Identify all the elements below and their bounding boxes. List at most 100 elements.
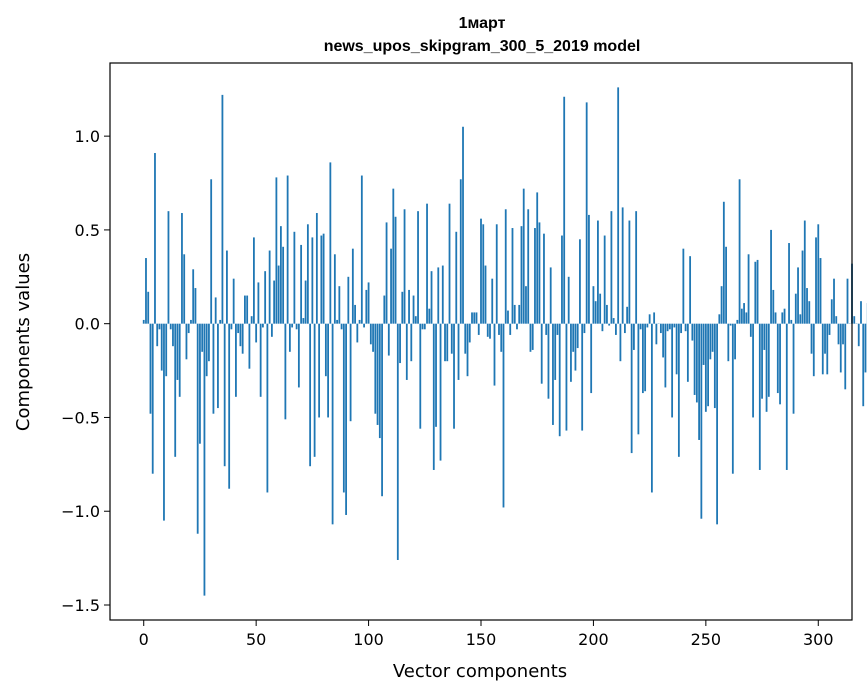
bar [500, 323, 503, 352]
bar [268, 250, 271, 324]
bar [399, 323, 401, 364]
bar [219, 319, 222, 324]
bar [459, 179, 462, 324]
bar [507, 310, 509, 324]
bar [383, 295, 386, 324]
bar [860, 301, 862, 324]
bar [574, 323, 577, 371]
bar [666, 323, 669, 332]
bar [518, 304, 521, 324]
bar [165, 323, 168, 377]
bar [293, 231, 296, 324]
bar [491, 278, 494, 324]
bar [172, 323, 174, 347]
x-axis-label: Vector components [393, 661, 567, 682]
bar [635, 211, 638, 324]
bar [239, 323, 242, 347]
bar [286, 175, 289, 324]
bar [246, 295, 249, 324]
bar [176, 323, 179, 380]
bar [543, 233, 545, 324]
bar [230, 323, 233, 330]
bar [808, 301, 811, 324]
bar [846, 278, 849, 324]
bar [259, 323, 262, 397]
bar [423, 323, 426, 330]
bar [633, 323, 635, 350]
bar [754, 261, 757, 324]
y-tick-label: −0.5 [61, 408, 100, 427]
bar [217, 323, 219, 409]
bar [597, 220, 599, 324]
bar [464, 323, 467, 354]
bar [862, 323, 865, 407]
bar [282, 246, 285, 324]
bar [711, 323, 714, 352]
bar [806, 288, 808, 324]
bar [700, 323, 703, 519]
bar [430, 271, 433, 324]
bar [689, 256, 692, 324]
bar [713, 323, 716, 409]
bar [333, 254, 336, 324]
y-tick-label: −1.5 [61, 596, 100, 615]
bar [453, 323, 455, 429]
bar [801, 250, 804, 324]
bar [354, 304, 356, 324]
bar [428, 308, 431, 324]
bar [277, 265, 280, 324]
bar [214, 297, 217, 324]
bar [232, 278, 235, 324]
bar [545, 323, 548, 335]
bar [810, 323, 813, 354]
bar [241, 323, 244, 354]
bar [799, 314, 802, 324]
bar [738, 179, 741, 324]
bar [300, 244, 303, 324]
bar [826, 323, 829, 375]
bar [295, 323, 298, 330]
bar [583, 323, 586, 334]
bar [266, 323, 269, 493]
bar [235, 323, 237, 397]
bar [324, 323, 327, 377]
bar [345, 323, 347, 515]
bar [446, 323, 449, 362]
bar [830, 299, 833, 324]
bar [675, 323, 678, 375]
bar [273, 280, 276, 324]
bar [653, 312, 656, 324]
bar [579, 239, 581, 324]
bar [844, 323, 847, 390]
bar [167, 211, 170, 324]
bar [556, 323, 559, 335]
bar [390, 248, 392, 324]
bar [671, 323, 674, 418]
x-axis-ticks: 0 50 100 150 200 250 300 [139, 620, 834, 649]
bar [253, 237, 255, 324]
bar [783, 308, 786, 324]
bar [255, 323, 258, 343]
bar [178, 323, 181, 397]
bar [531, 323, 534, 350]
bar [468, 323, 471, 343]
bar [797, 267, 799, 324]
bar [194, 288, 197, 324]
bar [567, 276, 570, 324]
bar [525, 286, 527, 324]
bar [297, 323, 300, 388]
bar [695, 323, 698, 403]
bar [547, 323, 550, 399]
bar [466, 323, 469, 377]
bar [837, 323, 840, 345]
bar [720, 286, 723, 324]
bar [210, 179, 213, 324]
chart-title: 1март [459, 15, 506, 32]
bar [792, 323, 795, 414]
bar [221, 94, 224, 324]
bars-group [142, 87, 867, 596]
bar [450, 323, 453, 354]
bar [340, 323, 343, 330]
plot-frame [109, 62, 853, 621]
bar [727, 323, 730, 362]
